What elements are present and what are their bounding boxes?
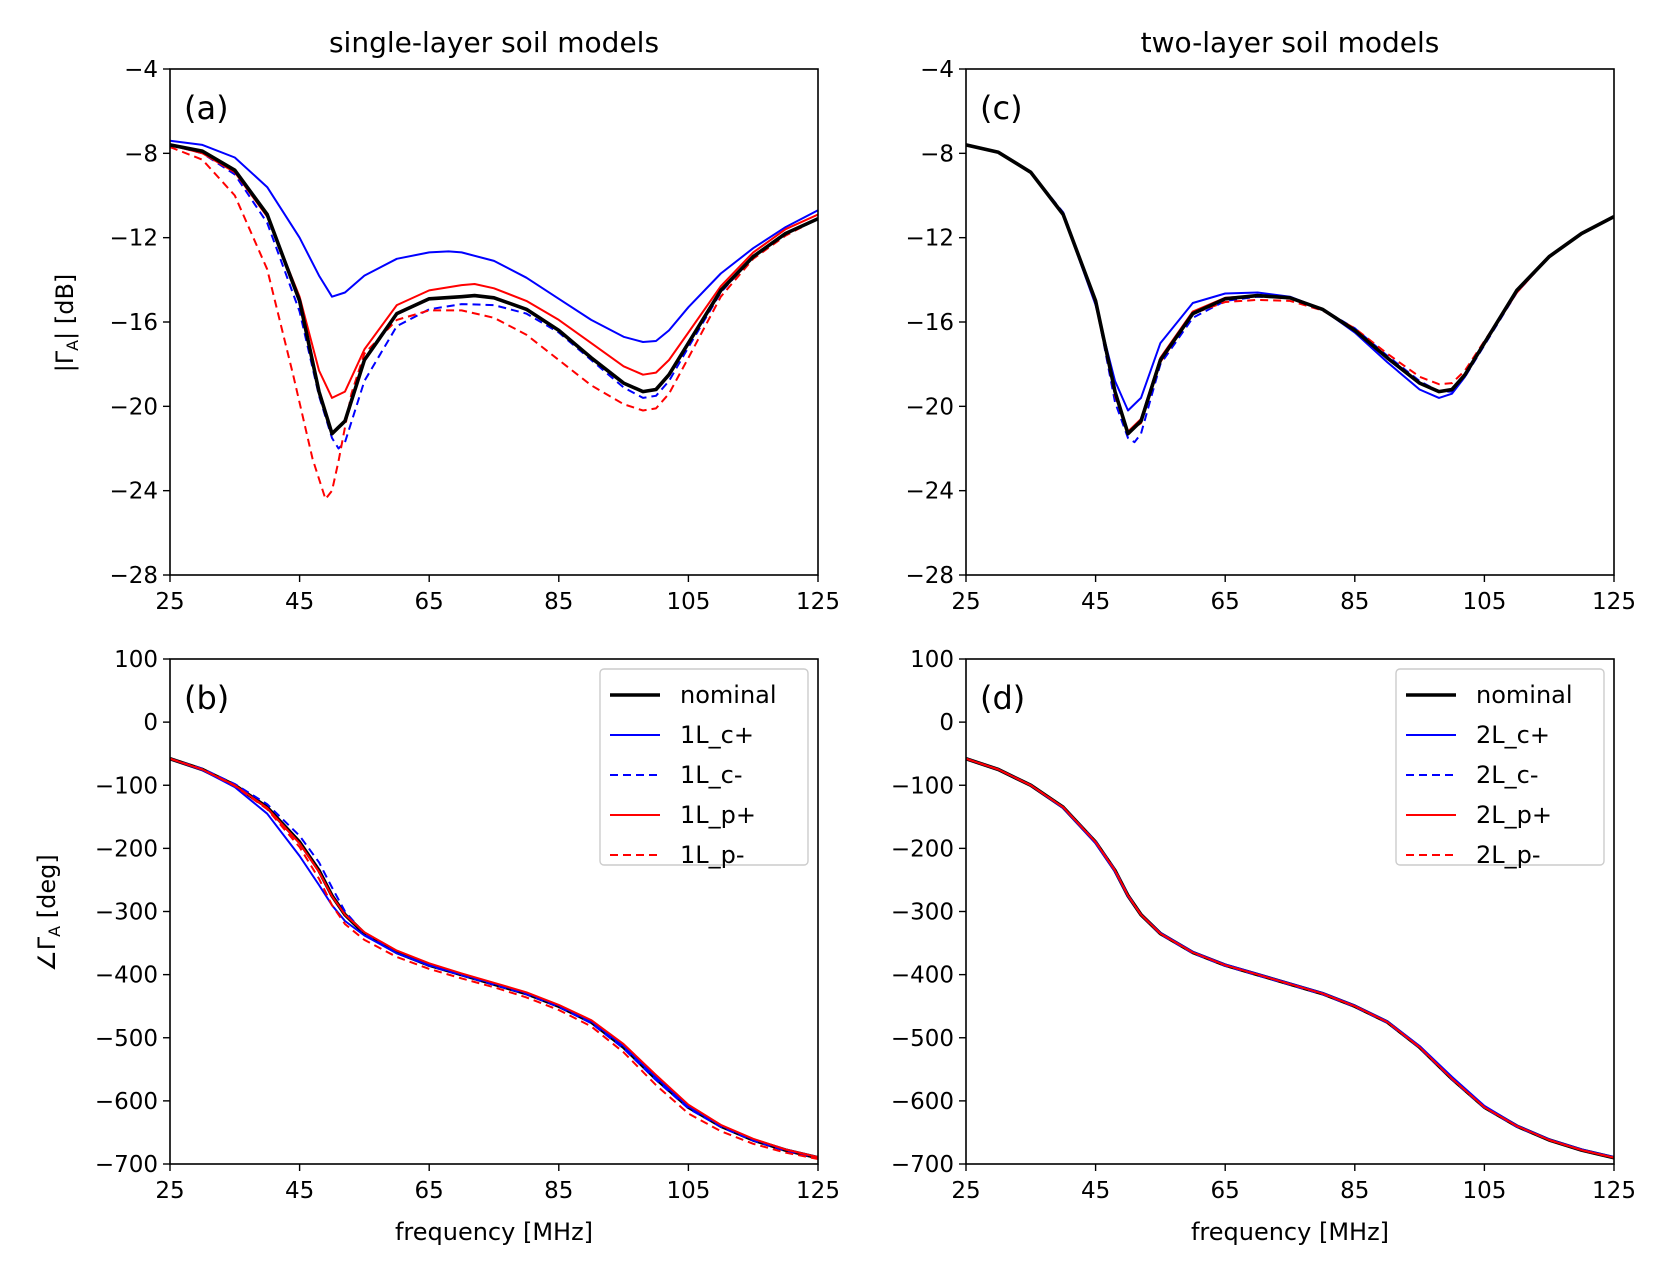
col-title-right: two-layer soil models [1141, 26, 1440, 59]
x-tick-label: 85 [1340, 1178, 1369, 1204]
x-tick-label: 105 [666, 1178, 710, 1204]
y-tick-label: 100 [114, 647, 158, 673]
x-tick-label: 25 [155, 1178, 184, 1204]
y-tick-label: −400 [891, 963, 954, 989]
y-tick-label: −16 [905, 310, 954, 336]
legend-label-1L_p+: 1L_p+ [680, 801, 756, 829]
series-line-2L_p- [966, 143, 1614, 433]
series-line-1L_c- [170, 757, 818, 1159]
y-tick-label: −24 [905, 479, 954, 505]
series-line-nominal [966, 143, 1614, 436]
panel-label: (c) [980, 89, 1023, 127]
y-tick-label: −300 [891, 900, 954, 926]
legend-label-1L_c-: 1L_c- [680, 761, 743, 789]
series-group [966, 143, 1614, 444]
x-tick-label: 45 [285, 1178, 314, 1204]
panel-label: (a) [184, 89, 229, 127]
y-tick-label: −20 [905, 394, 954, 420]
panel-b: 25 45 65 85 105 125 −700 −600 −500 −400 −300 −200 −1… [95, 647, 840, 1204]
y-tick-label: −100 [95, 773, 158, 799]
panel-a: 25 45 65 85 105 125 −28 −24 −20 −16 −12 −8 −4 (a) [109, 57, 840, 615]
y-tick-label: −500 [95, 1026, 158, 1052]
legend: nominal 1L_c+ 1L_c- 1L_p+ 1L_p- [599, 668, 809, 869]
y-tick-label: −200 [891, 836, 954, 862]
y-tick-label: −600 [95, 1089, 158, 1115]
x-tick-label: 125 [1592, 1178, 1636, 1204]
legend-label-nominal: nominal [680, 681, 777, 709]
y-tick-label: −700 [891, 1152, 954, 1178]
panel-label: (d) [980, 679, 1025, 717]
x-tick-label: 25 [951, 1178, 980, 1204]
y-tick-label: −100 [891, 773, 954, 799]
xlabel-left: frequency [MHz] [395, 1218, 593, 1246]
series-line-1L_p- [170, 146, 818, 501]
series-line-nominal [170, 143, 818, 436]
x-tick-label: 125 [1592, 589, 1636, 615]
x-tick-label: 65 [1211, 1178, 1240, 1204]
y-tick-label: 0 [143, 710, 158, 736]
x-tick-label: 65 [1211, 589, 1240, 615]
ylabel-magnitude: |ΓA| [dB] [51, 274, 82, 373]
y-tick-label: −4 [920, 57, 954, 83]
series-line-1L_c+ [170, 139, 818, 343]
x-tick-label: 85 [544, 1178, 573, 1204]
y-tick-label: −8 [124, 141, 158, 167]
xlabel-right: frequency [MHz] [1191, 1218, 1389, 1246]
series-line-1L_p+ [170, 757, 818, 1159]
series-group [170, 139, 818, 501]
y-tick-label: 0 [939, 710, 954, 736]
series-group [170, 756, 818, 1160]
y-tick-label: −500 [891, 1026, 954, 1052]
legend-label-2L_p-: 2L_p- [1476, 841, 1541, 869]
legend-label-1L_c+: 1L_c+ [680, 721, 754, 749]
x-tick-label: 85 [1340, 589, 1369, 615]
y-tick-label: −300 [95, 900, 158, 926]
series-line-1L_p- [170, 757, 818, 1160]
x-tick-label: 85 [544, 589, 573, 615]
legend-label-nominal: nominal [1476, 681, 1573, 709]
x-tick-label: 25 [951, 589, 980, 615]
y-tick-label: −400 [95, 963, 158, 989]
ylabel-phase: ∠ΓA [deg] [33, 854, 64, 971]
y-tick-label: −600 [891, 1089, 954, 1115]
series-line-1L_c- [170, 143, 818, 450]
x-tick-label: 105 [666, 589, 710, 615]
y-tick-label: 100 [910, 647, 954, 673]
x-tick-label: 105 [1462, 1178, 1506, 1204]
y-tick-label: −28 [109, 563, 158, 589]
legend-label-2L_c+: 2L_c+ [1476, 721, 1550, 749]
x-tick-label: 65 [415, 589, 444, 615]
panel-c: 25 45 65 85 105 125 −28 −24 −20 −16 −12 −8 −4 (c) [905, 57, 1636, 615]
x-tick-label: 45 [1081, 1178, 1110, 1204]
legend-label-2L_p+: 2L_p+ [1476, 801, 1552, 829]
col-title-left: single-layer soil models [329, 26, 659, 59]
y-tick-label: −200 [95, 836, 158, 862]
panel-label: (b) [184, 679, 229, 717]
y-tick-label: −28 [905, 563, 954, 589]
x-tick-label: 45 [1081, 589, 1110, 615]
series-group [966, 756, 1614, 1160]
series-line-2L_p- [966, 757, 1614, 1159]
y-tick-label: −12 [109, 226, 158, 252]
y-tick-label: −8 [920, 141, 954, 167]
y-tick-label: −12 [905, 226, 954, 252]
y-tick-label: −4 [124, 57, 158, 83]
panel-d: 25 45 65 85 105 125 −700 −600 −500 −400 −300 −200 −1… [891, 647, 1636, 1204]
x-tick-label: 125 [796, 1178, 840, 1204]
y-tick-label: −20 [109, 394, 158, 420]
legend-label-2L_c-: 2L_c- [1476, 761, 1539, 789]
x-tick-label: 45 [285, 589, 314, 615]
x-tick-label: 125 [796, 589, 840, 615]
legend-label-1L_p-: 1L_p- [680, 841, 745, 869]
x-tick-label: 105 [1462, 589, 1506, 615]
legend: nominal 2L_c+ 2L_c- 2L_p+ 2L_p- [1395, 668, 1605, 869]
y-tick-label: −24 [109, 479, 158, 505]
x-tick-label: 25 [155, 589, 184, 615]
y-tick-label: −16 [109, 310, 158, 336]
x-tick-label: 65 [415, 1178, 444, 1204]
y-tick-label: −700 [95, 1152, 158, 1178]
